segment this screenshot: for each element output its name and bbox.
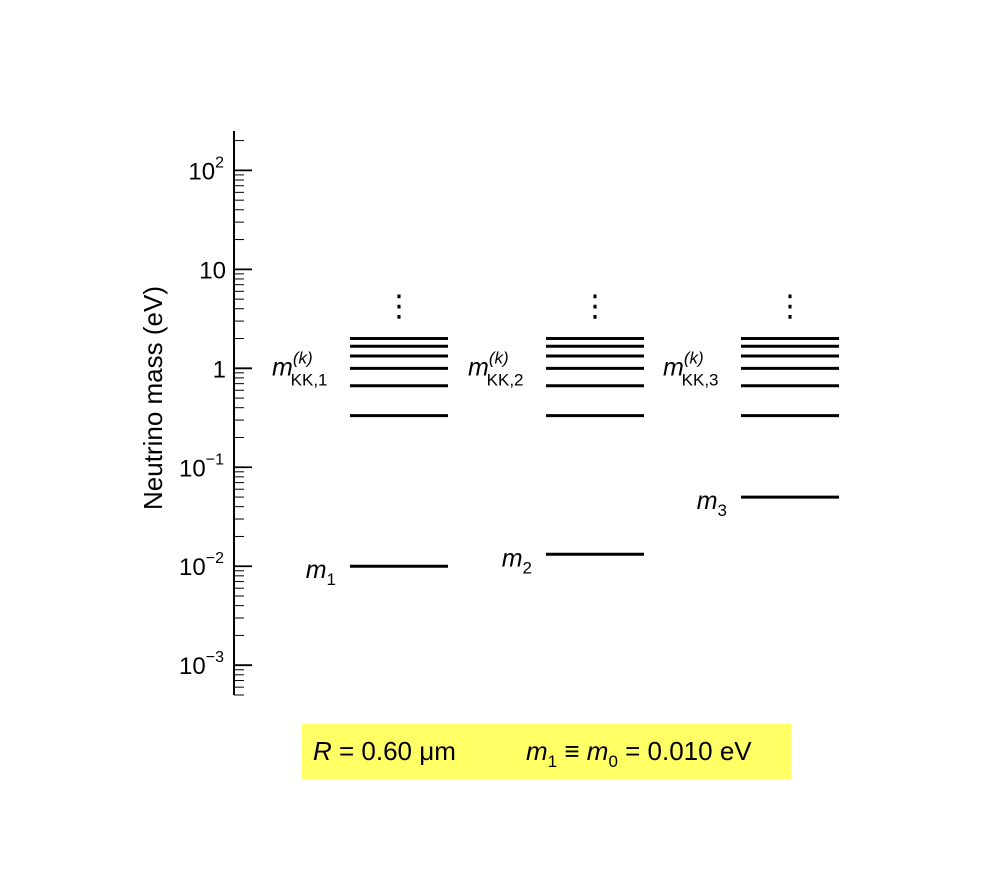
kk-superscript: (k): [489, 348, 509, 367]
level-column-3: m3m(k) KK,3⋮: [663, 290, 839, 520]
kk-label: m(k) KK,2: [468, 348, 524, 389]
y-tick-label: 1: [213, 356, 226, 383]
mass-subscript: 3: [718, 501, 727, 520]
level-column-1: m1m(k) KK,1⋮: [272, 290, 448, 589]
parameter-box: R = 0.60 μm m1 ≡ m0 = 0.010 eV: [302, 724, 791, 779]
kk-subscript: KK,3: [682, 370, 719, 389]
continuation-dots: ⋮: [775, 290, 805, 323]
radius-value: = 0.60 μm: [332, 736, 456, 766]
tick-label-base: 1: [213, 356, 226, 383]
y-tick-label: 10−1: [179, 451, 224, 482]
y-tick-label: 10−3: [179, 649, 224, 680]
kk-label: m(k) KK,1: [272, 348, 328, 389]
kk-symbol: m: [272, 353, 293, 381]
y-axis-label: Neutrino mass (eV): [138, 286, 168, 510]
mass-levels: m1m(k) KK,1⋮m2m(k) KK,2⋮m3m(k) KK,3⋮: [272, 290, 839, 589]
tick-label-base: 10: [179, 455, 206, 482]
mass-symbol: m: [306, 556, 327, 584]
tick-label-base: 10: [179, 554, 206, 581]
mass-level-label: m1: [306, 556, 336, 589]
m0-symbol: m: [587, 736, 609, 766]
mass-symbol: m: [697, 487, 718, 515]
tick-label-exponent: −3: [206, 649, 224, 666]
equiv-sign: ≡: [557, 736, 587, 766]
tick-label-exponent: −1: [206, 451, 224, 468]
tick-label-base: 10: [179, 653, 206, 680]
tick-label-base: 10: [188, 158, 215, 185]
mass-annotation: m1 ≡ m0 = 0.010 eV: [526, 736, 752, 771]
mass-subscript: 1: [327, 570, 336, 589]
kk-symbol: m: [663, 353, 684, 381]
tick-label-exponent: 2: [215, 154, 224, 171]
kk-symbol: m: [468, 353, 489, 381]
mass-level-label: m2: [502, 544, 532, 577]
kk-subscript: KK,1: [291, 370, 328, 389]
tick-label-exponent: −2: [206, 550, 224, 567]
m1-symbol: m: [526, 736, 548, 766]
level-column-2: m2m(k) KK,2⋮: [468, 290, 644, 577]
radius-annotation: R = 0.60 μm: [313, 736, 456, 766]
continuation-dots: ⋮: [384, 290, 414, 323]
m1-subscript: 1: [548, 752, 557, 771]
kk-label: m(k) KK,3: [663, 348, 719, 389]
m0-value: = 0.010 eV: [618, 736, 752, 766]
kk-superscript: (k): [293, 348, 313, 367]
y-tick-label: 10−2: [179, 550, 224, 581]
kk-superscript: (k): [684, 348, 704, 367]
y-tick-label: 102: [188, 154, 224, 185]
parameter-box-background: [302, 724, 791, 779]
mass-level-label: m3: [697, 487, 727, 520]
mass-subscript: 2: [523, 558, 532, 577]
tick-label-base: 10: [199, 257, 226, 284]
radius-symbol: R: [313, 736, 332, 766]
continuation-dots: ⋮: [580, 290, 610, 323]
m0-subscript: 0: [608, 752, 617, 771]
kk-subscript: KK,2: [487, 370, 524, 389]
mass-symbol: m: [502, 544, 523, 572]
y-tick-label: 10: [199, 257, 226, 284]
